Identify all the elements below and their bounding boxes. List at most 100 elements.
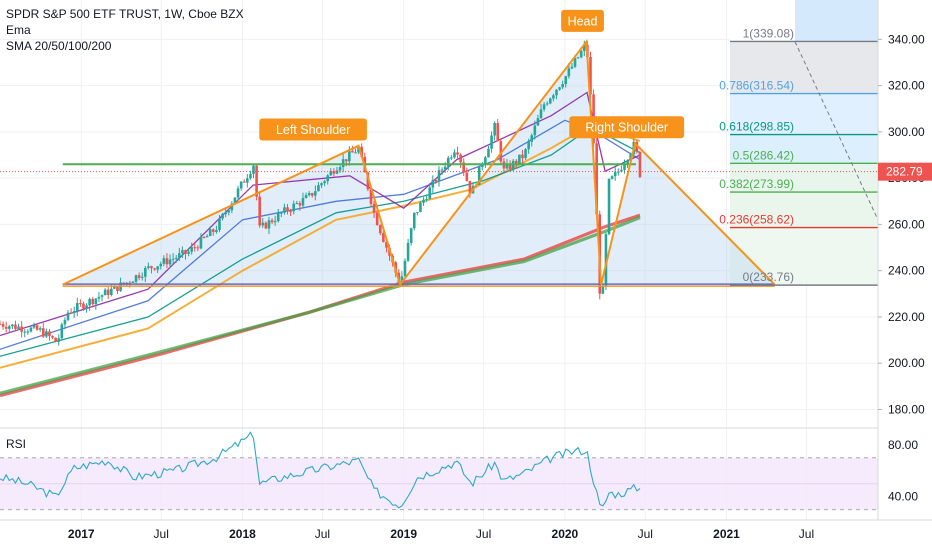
candle-body [45,331,48,337]
fib-label-0.786: 0.786(316.54) [719,79,794,93]
left-shoulder-label: Left Shoulder [259,118,367,141]
candle-body [301,198,305,206]
current-price-tag: 282.79 [886,165,923,179]
candle-body [125,282,129,285]
price-axis-bg [878,0,932,550]
candle-body [468,181,472,194]
candle-body [38,328,42,330]
candle-body [35,325,39,330]
candle-body [533,125,537,136]
y-tick-label-8: 340.00 [888,32,925,46]
candle-body [542,104,546,110]
candle-body [205,235,209,238]
candle-body [518,154,521,164]
candle-body [635,141,639,152]
current-price-tag-bg [878,162,932,181]
candle-body [159,263,163,267]
candle-body [66,312,70,320]
candle-body [341,159,345,168]
candle-body [477,166,481,185]
candle-body [323,181,326,184]
fib-label-0: 0(233.76) [743,270,794,284]
candle-body [406,242,410,261]
candle-body [573,58,577,67]
candle-body [521,154,524,159]
rsi-title: RSI [6,437,27,451]
head-label: Head [561,9,604,32]
candle-body [332,171,336,174]
candle-body [165,258,169,265]
candle-body [292,203,295,212]
candle-body [412,212,416,229]
candle-body [91,298,95,305]
right-shoulder-label-bg [569,116,685,139]
candle-body [385,241,388,248]
candle-body [579,50,583,58]
candle-body [499,141,503,162]
fib-zone-1 [730,93,878,135]
candle-body [496,123,500,142]
y-tick-label-2: 220.00 [888,310,925,324]
candle-body [212,229,215,232]
candle-body [23,331,27,333]
candle-body [239,181,243,189]
candle-body [286,207,289,212]
fib-zone-3 [730,163,878,193]
candle-body [51,336,54,338]
candle-body [620,169,623,172]
candle-body [446,157,450,167]
candle-body [184,250,187,254]
candle-body [310,193,314,196]
candle-body [103,289,107,296]
candle-body [7,326,11,329]
candle-body [480,165,484,167]
candle-body [122,282,125,285]
candle-body [428,187,432,200]
candle-body [242,181,246,183]
candle-body [264,222,268,229]
candle-body [153,268,156,270]
candle-body [97,296,101,299]
candle-body [128,282,132,284]
candle-body [221,213,224,219]
candle-body [168,259,172,265]
candle-body [567,68,571,77]
candle-body [14,324,17,329]
fib-label-0.236: 0.236(258.62) [719,213,794,227]
candle-body [26,331,30,333]
head-label-bg [561,9,604,32]
candle-body [280,212,283,214]
candle-body [329,171,333,176]
candle-body [570,66,574,69]
candle-body [79,303,82,305]
candle-body [218,218,221,231]
y-tick-label-3: 240.00 [888,264,925,278]
candle-body [276,213,280,222]
candle-body [11,324,14,327]
rsi-line [0,431,641,509]
candle-body [252,165,255,174]
candle-body [85,305,88,309]
fib-label-0.5: 0.5(286.42) [733,148,794,162]
candle-body [348,151,351,162]
fib-zone-0 [730,41,878,94]
candle-body [552,95,555,99]
candle-body [187,251,190,254]
head-shoulders-pattern: Left Shoulder Head Right Shoulder [62,9,776,287]
candle-body [57,338,61,342]
candle-body [29,327,33,332]
candle-body [419,202,422,213]
candle-body [437,170,441,182]
x-tick-label-0: 2017 [68,527,95,541]
candle-body [48,331,51,337]
fibonacci-zones [730,0,878,286]
candle-body [524,149,527,159]
candle-body [354,152,357,154]
head-label-text: Head [568,14,598,28]
candle-body [215,230,218,232]
candle-body [273,221,277,223]
candle-body [162,258,166,264]
candle-body [555,89,558,96]
candle-body [193,247,197,249]
candle-body [459,154,462,163]
